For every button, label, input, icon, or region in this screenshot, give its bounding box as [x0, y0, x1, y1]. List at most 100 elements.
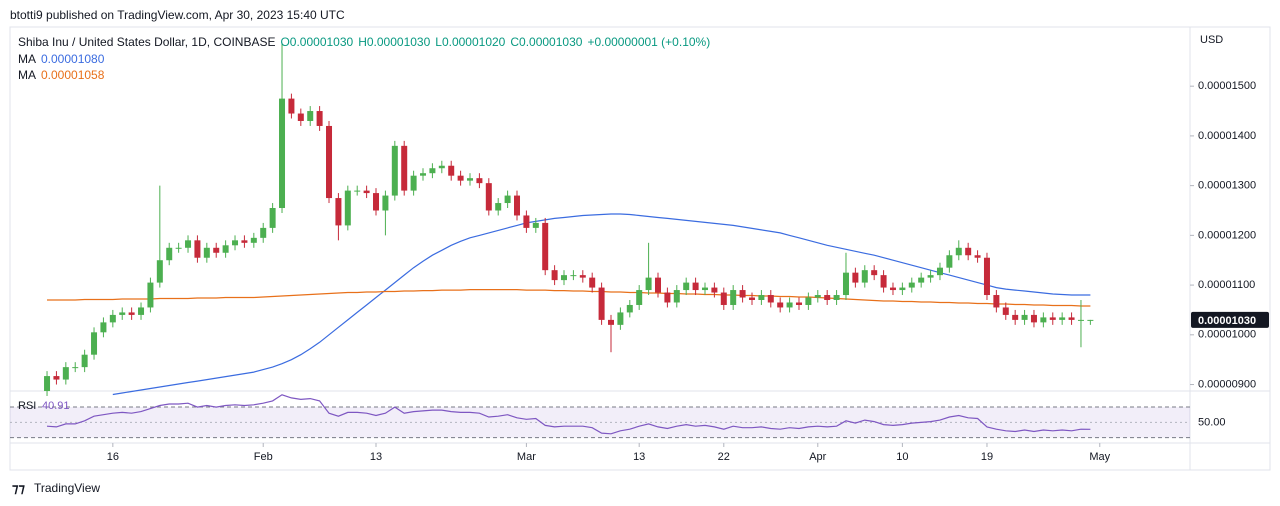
price-tag-label: 0.00001030: [1198, 315, 1256, 327]
candle-body: [185, 240, 192, 248]
candle-body: [767, 295, 774, 303]
open: O0.00001030: [280, 35, 354, 49]
candle-body: [833, 295, 840, 300]
candle-body: [476, 178, 483, 184]
candle-body: [467, 178, 474, 181]
candle-body: [316, 111, 323, 126]
candle-body: [514, 195, 521, 216]
y-tick-label: 0.00000900: [1198, 378, 1256, 390]
candle-body: [410, 175, 417, 191]
ma-value: 0.00001058: [41, 68, 105, 82]
candle-body: [664, 292, 671, 303]
footer-logo: TradingView: [34, 481, 100, 495]
candle-body: [1012, 314, 1019, 320]
candle-body: [420, 173, 427, 176]
candle-body: [344, 190, 351, 226]
candle-body: [861, 270, 868, 283]
x-tick-label: 22: [718, 451, 730, 463]
published: btotti9 published on TradingView.com, Ap…: [10, 8, 345, 22]
candle-body: [842, 272, 849, 296]
candle-body: [786, 302, 793, 308]
candle-body: [119, 312, 126, 315]
candle-body: [81, 354, 88, 368]
candle-body: [965, 247, 972, 256]
y-tick-label: 0.00001100: [1198, 279, 1255, 291]
candle-body: [1087, 319, 1094, 321]
logo-icon: ⁊⁊: [12, 480, 25, 495]
candle-body: [748, 297, 755, 300]
candle-body: [918, 277, 925, 283]
candle-body: [91, 332, 98, 355]
candle-body: [373, 193, 380, 211]
candle-body: [62, 367, 69, 380]
change: +0.00000001 (+0.10%): [587, 35, 711, 49]
candle-body: [1040, 317, 1047, 323]
candle-body: [523, 215, 530, 228]
ma-name: MA: [18, 52, 36, 66]
candle-body: [758, 295, 765, 300]
candle-body: [880, 275, 887, 288]
candle-body: [739, 290, 746, 298]
candle-body: [645, 277, 652, 291]
candle-body: [307, 111, 314, 121]
x-tick-label: 10: [896, 451, 908, 463]
candle-body: [711, 287, 718, 293]
candle-body: [363, 190, 370, 194]
candle-body: [138, 307, 145, 315]
candle-body: [288, 98, 295, 114]
candle-body: [297, 113, 304, 121]
candle-body: [993, 295, 1000, 308]
y-tick-label: 0.00001000: [1198, 329, 1256, 341]
candle-body: [213, 247, 220, 253]
candle-body: [532, 222, 539, 228]
candle-body: [579, 275, 586, 278]
candle-body: [814, 295, 821, 298]
candle-body: [889, 287, 896, 291]
candle-body: [241, 240, 248, 243]
x-tick-label: May: [1089, 451, 1110, 463]
price-tag: [1191, 311, 1269, 328]
candle-body: [429, 168, 436, 174]
candle-body: [701, 287, 708, 291]
candle-body: [250, 237, 257, 243]
candle-body: [927, 275, 934, 278]
candle-body: [438, 165, 445, 169]
candle-body: [551, 270, 558, 281]
candle-body: [495, 203, 502, 211]
candle-body: [269, 208, 276, 228]
moving-average: [112, 213, 1091, 396]
candle-body: [983, 257, 990, 296]
candle-body: [1059, 317, 1066, 320]
candle-body: [617, 312, 624, 325]
candle-body: [805, 297, 812, 305]
candle-body: [777, 302, 784, 308]
ma-name: MA: [18, 68, 36, 82]
candle-body: [908, 282, 915, 288]
x-tick-label: 19: [981, 451, 993, 463]
y-tick-label: 50.00: [1198, 416, 1226, 428]
candle-body: [1068, 317, 1075, 320]
candle-body: [448, 165, 455, 176]
x-tick-label: Apr: [809, 451, 826, 463]
candle-body: [53, 376, 60, 380]
ma-legend: MA 0.00001058: [18, 68, 109, 82]
candle-body: [561, 275, 568, 281]
x-tick-label: 13: [370, 451, 382, 463]
x-tick-label: 13: [633, 451, 645, 463]
candle-body: [730, 290, 737, 305]
candle-body: [824, 295, 831, 300]
close: C0.00001030: [510, 35, 583, 49]
candle-body: [720, 292, 727, 305]
symbol: Shiba Inu / United States Dollar, 1D, CO…: [18, 35, 276, 49]
candle-body: [72, 367, 79, 369]
candle-body: [391, 145, 398, 196]
candle-body: [936, 267, 943, 276]
candle-body: [1077, 319, 1084, 321]
candle-body: [1030, 314, 1037, 323]
candle-body: [852, 272, 859, 283]
ma-value: 0.00001080: [41, 52, 105, 66]
candle-body: [542, 222, 549, 271]
candle-body: [673, 290, 680, 303]
y-tick-label: 0.00001200: [1198, 229, 1256, 241]
